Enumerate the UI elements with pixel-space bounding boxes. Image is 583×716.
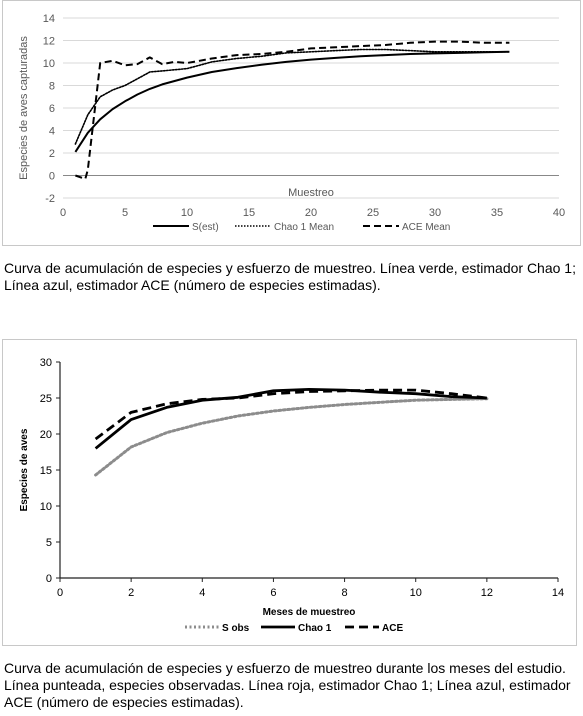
x-tick-label: 40	[553, 207, 565, 219]
x-tick-label: 10	[410, 587, 422, 599]
y-tick-label: -2	[45, 193, 55, 205]
series-line-3	[94, 388, 488, 441]
x-tick-label: 10	[181, 207, 193, 219]
legend-label: S obs	[222, 623, 250, 634]
x-tick-label: 2	[128, 587, 134, 599]
x-axis-label: Muestreo	[288, 187, 334, 199]
legend-label: ACE	[382, 623, 403, 634]
y-tick-label: 8	[49, 80, 55, 92]
chart-1: -2 0 2 4 6 8 10 12 14 0 5 10 15 20 25 30 35 40 Muestreo Esp…	[18, 13, 565, 233]
series-line-2	[94, 388, 487, 450]
x-tick-label: 5	[122, 207, 128, 219]
y-tick-label: 20	[40, 429, 52, 441]
x-tick-label: 0	[57, 587, 63, 599]
y-tick-label: 5	[46, 537, 52, 549]
chart-1-frame: -2 0 2 4 6 8 10 12 14 0 5 10 15 20 25 30 35 40 Muestreo Esp…	[2, 0, 581, 246]
chart-2: 0 5 10 15 20 25 30 0 2 4 6 8 10 12 14 Meses de muestreo…	[19, 357, 564, 634]
series-line-1	[94, 397, 489, 477]
legend-label: Chao 1 Mean	[274, 222, 334, 233]
y-axis-label: Especies de aves capturadas	[18, 36, 30, 180]
series-line-2	[74, 48, 511, 145]
y-tick-label: 15	[40, 465, 52, 477]
x-tick-label: 30	[429, 207, 441, 219]
x-tick-label: 8	[342, 587, 348, 599]
x-tick-label: 35	[491, 207, 503, 219]
y-tick-label: 0	[49, 170, 55, 182]
chart-1-caption: Curva de acumulación de especies y esfue…	[4, 260, 576, 293]
x-tick-label: 12	[481, 587, 493, 599]
x-tick-label: 25	[367, 207, 379, 219]
series-line-3	[75, 40, 510, 180]
series-line-1	[74, 50, 510, 153]
chart-2-frame: 0 5 10 15 20 25 30 0 2 4 6 8 10 12 14 Meses de muestreo…	[2, 339, 577, 646]
legend-label: S(est)	[192, 222, 219, 233]
y-tick-label: 6	[49, 103, 55, 115]
legend-label: ACE Mean	[402, 222, 450, 233]
x-tick-label: 4	[199, 587, 205, 599]
y-tick-label: 30	[40, 357, 52, 369]
y-axis-label: Especies de aves	[19, 428, 30, 511]
y-tick-label: 0	[46, 573, 52, 585]
y-tick-label: 14	[43, 13, 55, 25]
x-tick-label: 15	[243, 207, 255, 219]
x-tick-label: 14	[552, 587, 564, 599]
y-tick-label: 12	[43, 35, 55, 47]
y-tick-label: 10	[43, 58, 55, 70]
legend-label: Chao 1	[298, 623, 332, 634]
y-tick-label: 10	[40, 501, 52, 513]
x-axis-label: Meses de muestreo	[263, 607, 356, 618]
y-tick-label: 25	[40, 393, 52, 405]
x-tick-label: 6	[270, 587, 276, 599]
y-tick-label: 4	[49, 125, 55, 137]
x-tick-label: 20	[305, 207, 317, 219]
x-tick-label: 0	[60, 207, 66, 219]
y-tick-label: 2	[49, 148, 55, 160]
chart-2-caption: Curva de acumulación de especies y esfue…	[4, 660, 571, 710]
